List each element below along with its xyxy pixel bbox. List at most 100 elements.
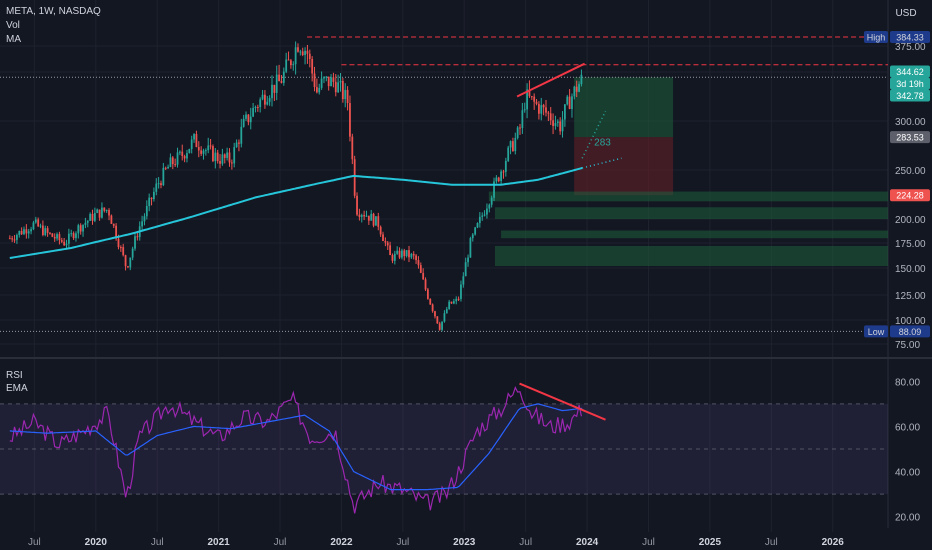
time-tick-label[interactable]: Jul xyxy=(765,537,778,548)
rsi-tick-label[interactable]: 40.00 xyxy=(895,468,920,479)
high-badge[interactable]: High 384.33 xyxy=(864,31,930,43)
candle-body xyxy=(98,209,101,218)
candle-body xyxy=(353,159,356,196)
price-tick-label[interactable]: 125.00 xyxy=(895,291,926,302)
time-tick-label[interactable]: 2021 xyxy=(207,537,230,548)
price-tick-label[interactable]: 100.00 xyxy=(895,316,926,327)
low-badge-label: Low xyxy=(868,327,885,337)
rsi-pane[interactable] xyxy=(0,382,888,514)
candle-body xyxy=(134,236,136,249)
candle-body xyxy=(278,74,280,82)
time-tick-label[interactable]: Jul xyxy=(274,537,287,548)
candle-body xyxy=(275,74,278,93)
ma-projection xyxy=(581,157,622,169)
candle-body xyxy=(110,215,113,224)
candle-body xyxy=(455,298,458,302)
candle-body xyxy=(469,238,472,258)
symbol-title[interactable]: META, 1W, NASDAQ xyxy=(6,6,101,17)
price-pane[interactable]: 283 xyxy=(0,36,888,332)
time-tick-label[interactable]: 2022 xyxy=(330,537,353,548)
price-tick-label[interactable]: 150.00 xyxy=(895,264,926,275)
time-tick-label[interactable]: 2024 xyxy=(576,537,599,548)
position-entry-badge[interactable]: 283.53 xyxy=(890,131,930,144)
time-tick-label[interactable]: 2025 xyxy=(699,537,722,548)
time-tick-label[interactable]: 2026 xyxy=(822,537,845,548)
indicator-volume-label[interactable]: Vol xyxy=(6,20,20,31)
stop-badge[interactable]: 224.28 xyxy=(890,189,930,202)
candle-body xyxy=(117,238,120,248)
last-price-badge[interactable]: 344.62 xyxy=(890,65,930,78)
price-tick-label[interactable]: 300.00 xyxy=(895,117,926,128)
candle-body xyxy=(202,150,205,154)
candle-body xyxy=(464,262,467,277)
candle-body xyxy=(568,96,571,109)
candle-body xyxy=(157,183,160,185)
candle-body xyxy=(96,209,99,213)
low-badge[interactable]: Low 88.09 xyxy=(864,325,930,338)
candle-body xyxy=(516,127,519,138)
candle-body xyxy=(67,233,70,244)
rsi-ema-label[interactable]: EMA xyxy=(6,383,28,394)
time-axis[interactable]: Jul 2020 Jul 2021 Jul 2022 Jul 2023 Jul 2024 Jul 20… xyxy=(28,537,844,548)
price-tick-label[interactable]: 175.00 xyxy=(895,239,926,250)
price-trendline[interactable] xyxy=(516,62,586,98)
rsi-tick-label[interactable]: 60.00 xyxy=(895,422,920,433)
candle-body xyxy=(93,212,96,221)
time-tick-label[interactable]: Jul xyxy=(396,537,409,548)
candle-body xyxy=(542,105,545,108)
candle-body xyxy=(259,99,262,108)
time-tick-label[interactable]: Jul xyxy=(519,537,532,548)
time-tick-label[interactable]: Jul xyxy=(28,537,41,548)
position-entry-badge-bg xyxy=(890,131,930,144)
candle-body xyxy=(141,221,143,227)
price-tick-label[interactable]: 75.00 xyxy=(895,340,920,351)
candle-body xyxy=(56,234,58,239)
price-tick-label[interactable]: 250.00 xyxy=(895,166,926,177)
rsi-tick-label[interactable]: 80.00 xyxy=(895,377,920,388)
candle-body xyxy=(573,86,576,97)
countdown-badge[interactable]: 3d 19h xyxy=(890,77,930,90)
price-axis[interactable]: 375.00350.00300.00250.00200.00175.00150.… xyxy=(864,31,930,524)
indicator-ma-label[interactable]: MA xyxy=(6,34,21,45)
price-tick-label[interactable]: 200.00 xyxy=(895,215,926,226)
candle-body xyxy=(240,126,243,144)
candle-body xyxy=(476,223,479,228)
candle-body xyxy=(8,238,11,240)
candle-body xyxy=(301,51,304,56)
candle-body xyxy=(547,112,550,114)
candle-body xyxy=(292,64,295,66)
candle-body xyxy=(462,276,465,285)
candle-body xyxy=(51,233,54,237)
candle-body xyxy=(538,103,540,114)
candle-body xyxy=(521,110,524,128)
candle-body xyxy=(204,150,207,152)
rsi-trendline[interactable] xyxy=(519,382,606,421)
candle-body xyxy=(509,141,512,148)
candle-body xyxy=(230,162,233,164)
candle-body xyxy=(16,234,18,240)
time-tick-label[interactable]: 2020 xyxy=(85,537,108,548)
candle-body xyxy=(519,127,521,129)
candle-body xyxy=(426,289,429,299)
rsi-tick-label[interactable]: 20.00 xyxy=(895,513,920,524)
candle-body xyxy=(457,298,460,300)
candle-body xyxy=(412,253,415,256)
rsi-label[interactable]: RSI xyxy=(6,370,23,381)
candle-body xyxy=(559,121,562,132)
price-tick-label[interactable]: 375.00 xyxy=(895,42,926,53)
time-tick-label[interactable]: 2023 xyxy=(453,537,476,548)
candle-body xyxy=(178,151,181,153)
currency-label[interactable]: USD xyxy=(895,8,916,19)
low-badge-label-bg xyxy=(864,325,888,338)
target-annotation[interactable]: 283 xyxy=(594,138,611,149)
ma-price-badge[interactable]: 342.78 xyxy=(890,89,930,102)
candle-body xyxy=(415,255,417,261)
candle-body xyxy=(417,260,420,266)
time-tick-label[interactable]: Jul xyxy=(642,537,655,548)
candle-body xyxy=(533,96,536,102)
candle-body xyxy=(398,250,401,258)
candle-body xyxy=(143,216,146,222)
candle-body xyxy=(445,309,448,314)
time-tick-label[interactable]: Jul xyxy=(151,537,164,548)
